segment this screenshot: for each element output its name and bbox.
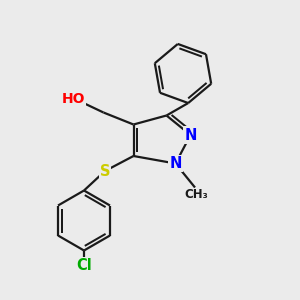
- Text: N: N: [169, 156, 182, 171]
- Text: N: N: [184, 128, 197, 142]
- Text: Cl: Cl: [76, 258, 92, 273]
- Text: CH₃: CH₃: [184, 188, 208, 202]
- Text: S: S: [100, 164, 110, 178]
- Text: HO: HO: [62, 92, 85, 106]
